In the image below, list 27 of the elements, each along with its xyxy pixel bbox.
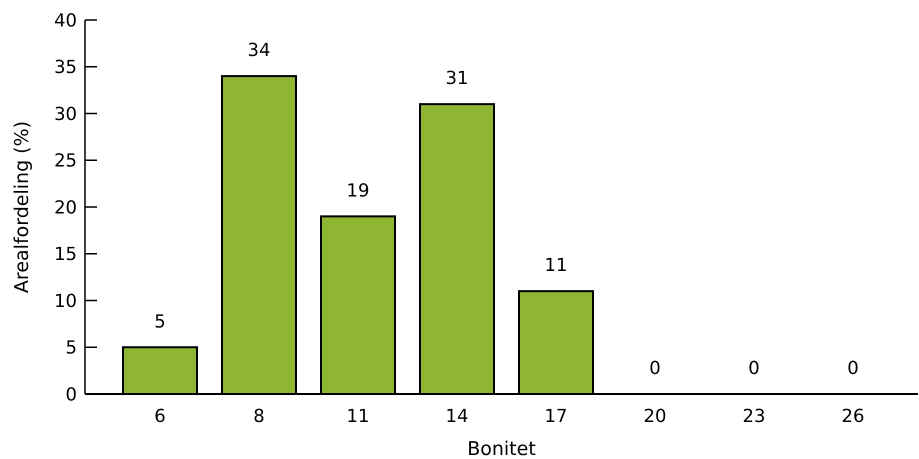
data-label: 11 <box>544 255 568 276</box>
y-tick-label: 15 <box>54 244 77 266</box>
data-label: 34 <box>248 40 270 62</box>
y-tick-label: 10 <box>54 290 77 312</box>
y-tick-label: 30 <box>54 104 77 125</box>
data-label: 19 <box>346 180 370 202</box>
data-label: 31 <box>446 68 468 90</box>
x-tick-label: 11 <box>346 406 370 427</box>
y-tick-label: 5 <box>66 338 77 359</box>
data-label: 5 <box>154 311 166 332</box>
y-tick-label: 25 <box>54 150 77 172</box>
data-label: 0 <box>649 358 661 379</box>
x-tick-label: 8 <box>253 406 265 427</box>
y-tick-label: 0 <box>66 384 77 406</box>
x-tick-label: 20 <box>644 406 666 427</box>
x-tick-label: 6 <box>154 406 166 427</box>
y-axis-title: Arealfordeling (%) <box>11 120 33 294</box>
x-tick-label: 26 <box>842 406 864 427</box>
data-label: 0 <box>847 358 859 379</box>
x-tick-label: 14 <box>446 406 468 427</box>
x-tick-label: 23 <box>742 406 766 427</box>
x-axis-title: Bonitet <box>467 438 536 459</box>
y-tick-label: 20 <box>54 197 77 218</box>
y-tick-label: 35 <box>54 57 77 78</box>
data-label: 0 <box>748 358 760 379</box>
y-tick-label: 40 <box>54 10 77 32</box>
x-tick-label: 17 <box>544 406 568 427</box>
